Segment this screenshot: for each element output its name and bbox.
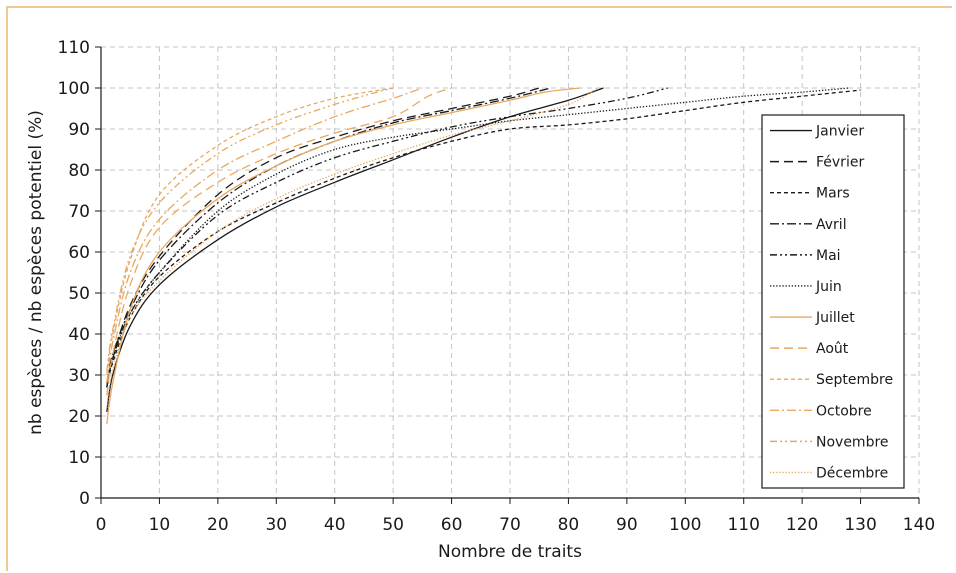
y-tick-label: 110: [58, 38, 90, 58]
series-line-9: [106, 87, 394, 376]
legend-box: [761, 114, 905, 489]
series-line-5: [106, 87, 668, 388]
x-tick-label: 20: [207, 515, 229, 535]
legend-label: Janvier: [815, 124, 864, 140]
y-tick-label: 40: [68, 325, 90, 345]
y-tick-label: 70: [68, 202, 90, 222]
y-tick-label: 10: [68, 448, 90, 468]
legend-label: Décembre: [816, 465, 888, 481]
series-line-1: [106, 87, 604, 413]
x-tick-label: 60: [441, 515, 463, 535]
x-tick-label: 30: [265, 515, 287, 535]
chart-frame: [6, 6, 952, 571]
y-axis-title: nb espèces / nb espèces potentiel (%): [26, 110, 46, 435]
series-lines: [106, 87, 861, 425]
x-ticks: 0 10 20 30 40 50 60 70 80 90 100 110 120 130 140: [96, 498, 935, 535]
x-tick-label: 50: [382, 515, 404, 535]
legend-label: Juillet: [815, 310, 855, 326]
grid: [101, 46, 920, 498]
x-tick-label: 120: [786, 515, 818, 535]
series-line-11: [106, 87, 394, 371]
series-line-12: [106, 87, 598, 408]
y-ticks: 0 10 20 30 40 50 60 70 80 90 100 110: [58, 38, 101, 509]
x-tick-label: 100: [669, 515, 701, 535]
series-line-7: [106, 87, 581, 425]
legend-label: Novembre: [816, 434, 889, 450]
x-tick-label: 70: [499, 515, 521, 535]
x-tick-label: 90: [616, 515, 638, 535]
legend-label: Mars: [816, 186, 850, 202]
series-line-4: [106, 87, 552, 384]
x-tick-label: 80: [558, 515, 580, 535]
y-tick-label: 80: [68, 161, 90, 181]
y-tick-label: 90: [68, 120, 90, 140]
legend-label: Octobre: [816, 403, 872, 419]
legend-label: Février: [816, 155, 864, 171]
y-tick-label: 0: [79, 489, 90, 509]
legend-label: Mai: [816, 248, 841, 264]
x-tick-label: 40: [324, 515, 346, 535]
x-tick-label: 0: [96, 515, 107, 535]
series-line-3: [106, 89, 861, 388]
series-line-10: [106, 87, 423, 384]
y-tick-label: 30: [68, 366, 90, 386]
legend: Janvier Février Mars Avril Mai Juin Juillet Aoû…: [761, 114, 905, 489]
legend-label: Août: [816, 341, 849, 357]
y-tick-label: 20: [68, 407, 90, 427]
x-tick-label: 110: [727, 515, 759, 535]
y-tick-label: 100: [58, 79, 90, 99]
x-axis-title: Nombre de traits: [438, 542, 582, 562]
series-line-8: [106, 87, 452, 396]
y-tick-label: 50: [68, 284, 90, 304]
legend-label: Juin: [815, 279, 842, 295]
x-tick-label: 130: [844, 515, 876, 535]
x-tick-label: 10: [149, 515, 171, 535]
series-line-2: [106, 87, 540, 388]
series-line-6: [106, 87, 849, 388]
legend-label: Septembre: [816, 372, 893, 388]
legend-label: Avril: [816, 217, 847, 233]
y-tick-label: 60: [68, 243, 90, 263]
x-tick-label: 140: [903, 515, 935, 535]
